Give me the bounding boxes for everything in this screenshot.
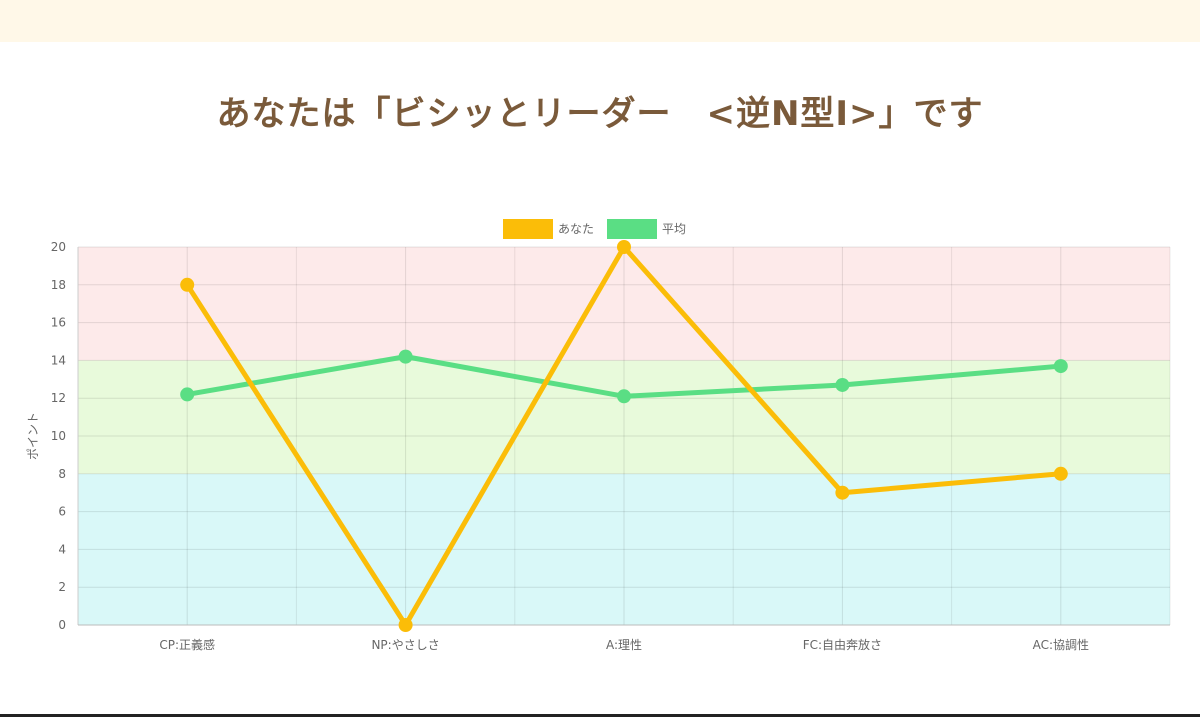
data-point[interactable] <box>1053 359 1068 374</box>
top-banner <box>0 0 1200 42</box>
series-lines <box>180 240 1068 632</box>
legend-label[interactable]: 平均 <box>662 222 686 236</box>
x-tick-label: NP:やさしさ <box>371 638 439 652</box>
band-2 <box>78 247 1170 361</box>
y-tick-label: 16 <box>51 316 66 330</box>
y-axis-label: ポイント <box>26 412 40 460</box>
data-point[interactable] <box>835 377 850 392</box>
y-tick-label: 4 <box>58 542 66 556</box>
x-tick-label: A:理性 <box>606 638 642 652</box>
page-title: あなたは「ビシッとリーダー <逆N型Ⅰ>」です <box>216 94 984 134</box>
y-tick-label: 0 <box>58 618 66 632</box>
legend-label[interactable]: あなた <box>558 222 594 236</box>
y-tick-label: 6 <box>58 505 66 519</box>
y-tick-label: 2 <box>58 580 66 594</box>
legend-swatch[interactable] <box>503 219 553 239</box>
data-point[interactable] <box>180 387 195 402</box>
series-平均 <box>180 349 1068 404</box>
legend-swatch[interactable] <box>607 219 657 239</box>
y-tick-label: 18 <box>51 278 66 292</box>
legend: あなた 平均 <box>503 219 686 239</box>
data-point[interactable] <box>180 277 195 292</box>
data-point[interactable] <box>398 618 413 632</box>
y-tick-label: 20 <box>51 240 66 254</box>
x-axis-ticks: CP:正義感 NP:やさしさ A:理性 FC:自由奔放さ AC:協調性 <box>159 637 1089 652</box>
x-tick-label: AC:協調性 <box>1033 637 1089 652</box>
y-tick-label: 8 <box>58 467 66 481</box>
y-tick-label: 12 <box>51 391 66 405</box>
grid-lines <box>77 246 1171 626</box>
x-tick-label: CP:正義感 <box>159 637 215 652</box>
background-bands <box>78 247 1170 625</box>
band-0 <box>78 473 1170 625</box>
data-point[interactable] <box>398 349 413 364</box>
x-tick-label: FC:自由奔放さ <box>803 637 882 652</box>
data-point[interactable] <box>617 240 631 254</box>
data-point[interactable] <box>1053 466 1068 481</box>
data-point[interactable] <box>617 389 631 404</box>
data-point[interactable] <box>835 485 850 500</box>
series-あなた <box>180 240 1068 632</box>
y-axis-ticks: 0 2 4 6 8 10 12 14 16 18 20 <box>51 240 66 632</box>
bottom-divider <box>0 714 1200 717</box>
y-tick-label: 14 <box>51 353 66 367</box>
y-tick-label: 10 <box>51 429 66 443</box>
